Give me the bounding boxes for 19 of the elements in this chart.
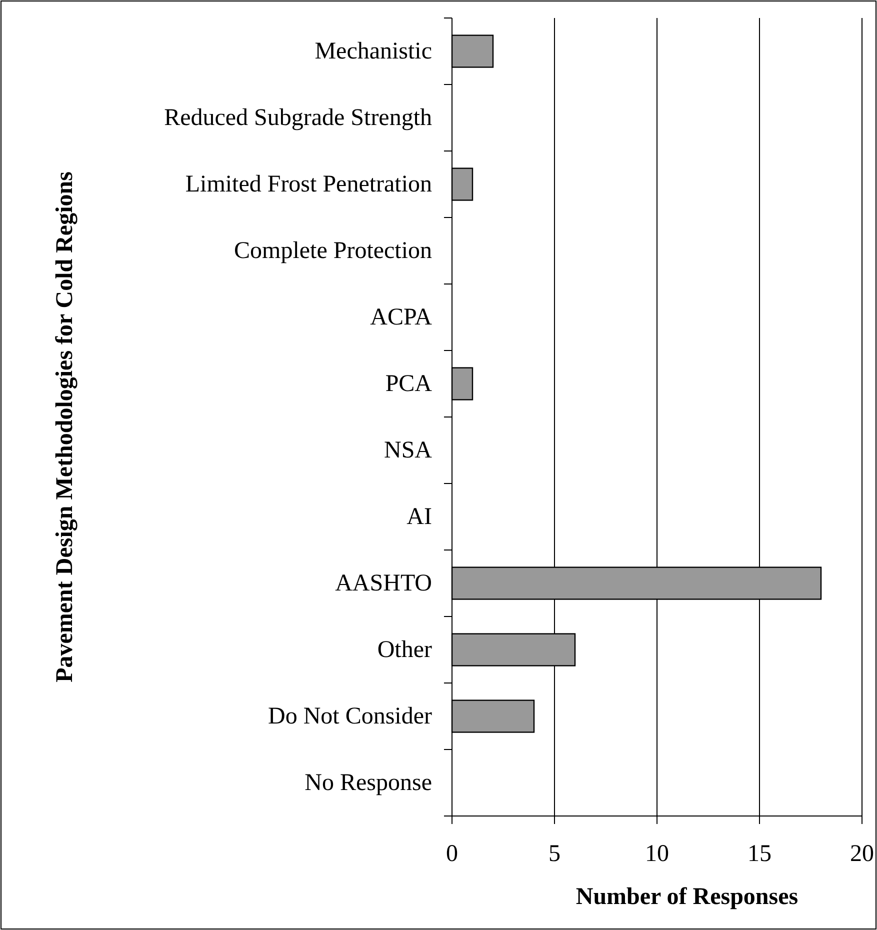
x-tick-label: 5 xyxy=(548,841,560,867)
x-axis-title: Number of Responses xyxy=(576,884,798,910)
y-tick-label: AI xyxy=(406,504,432,530)
y-axis-title: Pavement Design Methodologies for Cold Regions xyxy=(52,172,78,682)
y-tick-label: Do Not Consider xyxy=(268,703,432,730)
y-tick-label: PCA xyxy=(385,370,433,397)
y-tick-label: Mechanistic xyxy=(314,38,432,64)
x-tick-label: 10 xyxy=(645,841,669,867)
y-tick-label: Complete Protection xyxy=(234,238,432,264)
y-tick-label: Reduced Subgrade Strength xyxy=(164,104,432,131)
y-tick-label: Limited Frost Penetration xyxy=(185,171,432,198)
x-tick-label: 0 xyxy=(446,841,458,867)
x-tick-label: 15 xyxy=(748,841,772,867)
x-tick-label: 20 xyxy=(850,841,874,867)
y-tick-label: ACPA xyxy=(370,304,433,330)
y-tick-label: Other xyxy=(377,636,432,663)
y-tick-label: No Response xyxy=(304,770,432,796)
y-tick-label: NSA xyxy=(384,437,433,464)
y-tick-label: AASHTO xyxy=(335,570,432,596)
